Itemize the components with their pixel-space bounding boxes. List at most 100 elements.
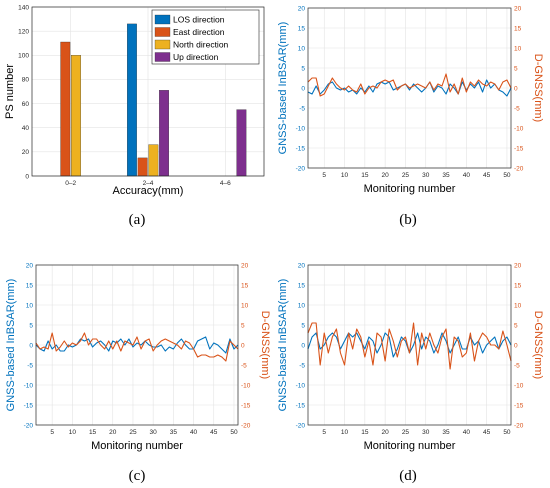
y-left-axis-label: GNSS-based InBSAR(mm) xyxy=(277,22,289,155)
y-right-tick-label: -5 xyxy=(241,362,247,369)
y-right-tick-label: 5 xyxy=(514,322,518,329)
bar xyxy=(60,41,71,177)
y-right-tick-label: -10 xyxy=(514,382,524,389)
y-left-tick-label: 20 xyxy=(298,5,306,12)
x-tick-label: 40 xyxy=(190,429,198,436)
y-tick-label: 140 xyxy=(18,4,29,11)
y-left-tick-label: -5 xyxy=(27,362,33,369)
axes-box-a xyxy=(31,6,265,177)
x-tick-label: 35 xyxy=(442,172,450,179)
bar xyxy=(137,157,148,177)
x-axis-label: Monitoring number xyxy=(91,440,183,452)
x-tick-label: 10 xyxy=(341,429,349,436)
x-tick-label: 50 xyxy=(230,429,238,436)
x-tick-label: 4–6 xyxy=(220,180,231,187)
axes-box xyxy=(35,264,239,426)
x-tick-label: 30 xyxy=(150,429,158,436)
x-tick-label: 2–4 xyxy=(143,180,154,187)
y-tick-label: 100 xyxy=(18,53,29,60)
y-left-tick-label: 15 xyxy=(298,25,306,32)
panel-label-a: (a) xyxy=(129,212,146,228)
y-left-tick-label: -10 xyxy=(296,382,306,389)
y-left-tick-label: 20 xyxy=(298,262,306,269)
x-tick-label: 40 xyxy=(463,429,471,436)
y-left-tick-label: 10 xyxy=(26,302,34,309)
y-tick-label: 80 xyxy=(22,77,30,84)
y-left-tick-label: -20 xyxy=(296,422,306,429)
y-left-tick-label: -15 xyxy=(24,402,34,409)
panel-label-d: (d) xyxy=(399,468,417,484)
y-right-tick-label: -5 xyxy=(514,362,520,369)
panel-label-c: (c) xyxy=(129,468,146,484)
y-left-axis-label: GNSS-based InBSAR(mm) xyxy=(277,279,289,412)
y-right-tick-label: -10 xyxy=(514,125,524,132)
y-left-tick-label: 5 xyxy=(29,322,33,329)
x-tick-label: 10 xyxy=(341,172,349,179)
y-left-tick-label: 5 xyxy=(301,65,305,72)
panel-b-line-chart: -20 -20 -15 -15 -10 -10 -5 -5 0 0 5 5 10 10 15 15 20 20 5 1… xyxy=(277,5,544,195)
y-left-tick-label: -20 xyxy=(24,422,34,429)
y-right-axis-label: D-GNSS(mm) xyxy=(259,311,271,379)
x-tick-label: 45 xyxy=(483,172,491,179)
x-tick-label: 20 xyxy=(382,429,390,436)
bar xyxy=(71,55,81,177)
x-tick-label: 30 xyxy=(422,429,430,436)
series-line xyxy=(35,332,239,362)
x-tick-label: 45 xyxy=(210,429,218,436)
y-left-tick-label: -5 xyxy=(299,105,305,112)
y-left-tick-label: 15 xyxy=(298,282,306,289)
x-axis-label: Accuracy(mm) xyxy=(113,185,184,197)
y-right-axis-label: D-GNSS(mm) xyxy=(532,54,544,122)
y-right-tick-label: -20 xyxy=(514,422,524,429)
panel-c-line-chart: -20 -20 -15 -15 -10 -10 -5 -5 0 0 5 5 10 10 15 15 20 20 5 1… xyxy=(5,262,271,452)
y-left-tick-label: -10 xyxy=(296,125,306,132)
y-right-tick-label: 10 xyxy=(514,302,522,309)
y-tick-label: 120 xyxy=(18,28,29,35)
legend-swatch xyxy=(154,52,171,62)
y-tick-label: 0 xyxy=(25,173,29,180)
axes-box xyxy=(307,264,512,426)
legend-swatch xyxy=(154,27,171,37)
x-axis-label: Monitoring number xyxy=(364,183,456,195)
y-tick-label: 60 xyxy=(22,101,30,108)
bar xyxy=(159,90,169,177)
panel-label-b: (b) xyxy=(399,212,417,228)
y-left-tick-label: -15 xyxy=(296,402,306,409)
x-tick-label: 15 xyxy=(361,172,369,179)
x-tick-label: 45 xyxy=(483,429,491,436)
y-tick-label: 20 xyxy=(22,149,30,156)
panel-a-bar-chart: 0 20 40 60 80 100 120 140 0–2 2–4 4–6 LOS direction… xyxy=(4,4,265,197)
x-tick-label: 35 xyxy=(170,429,178,436)
y-right-tick-label: 15 xyxy=(514,25,522,32)
y-right-tick-label: 0 xyxy=(514,342,518,349)
series-line xyxy=(307,73,512,97)
y-right-tick-label: 0 xyxy=(514,85,518,92)
y-left-tick-label: -10 xyxy=(24,382,34,389)
x-tick-label: 25 xyxy=(402,172,410,179)
x-tick-label: 5 xyxy=(322,429,326,436)
y-right-tick-label: 10 xyxy=(514,45,522,52)
y-right-tick-label: -15 xyxy=(514,402,524,409)
y-left-tick-label: 10 xyxy=(298,302,306,309)
x-tick-label: 50 xyxy=(503,429,511,436)
x-tick-label: 5 xyxy=(322,172,326,179)
y-axis-label: PS number xyxy=(4,64,16,119)
legend-label: North direction xyxy=(173,40,229,50)
y-left-tick-label: 0 xyxy=(29,342,33,349)
y-left-tick-label: 0 xyxy=(301,85,305,92)
x-tick-label: 15 xyxy=(89,429,97,436)
x-tick-label: 20 xyxy=(109,429,117,436)
x-tick-label: 20 xyxy=(382,172,390,179)
y-left-tick-label: 20 xyxy=(26,262,34,269)
x-tick-label: 25 xyxy=(402,429,410,436)
y-right-tick-label: 20 xyxy=(514,5,522,12)
x-tick-label: 25 xyxy=(129,429,137,436)
y-right-tick-label: 20 xyxy=(241,262,249,269)
legend-swatch xyxy=(154,14,171,25)
x-tick-label: 50 xyxy=(503,172,511,179)
bar xyxy=(148,144,159,177)
y-tick-label: 40 xyxy=(22,125,30,132)
x-tick-label: 40 xyxy=(463,172,471,179)
legend-swatch xyxy=(154,39,171,50)
